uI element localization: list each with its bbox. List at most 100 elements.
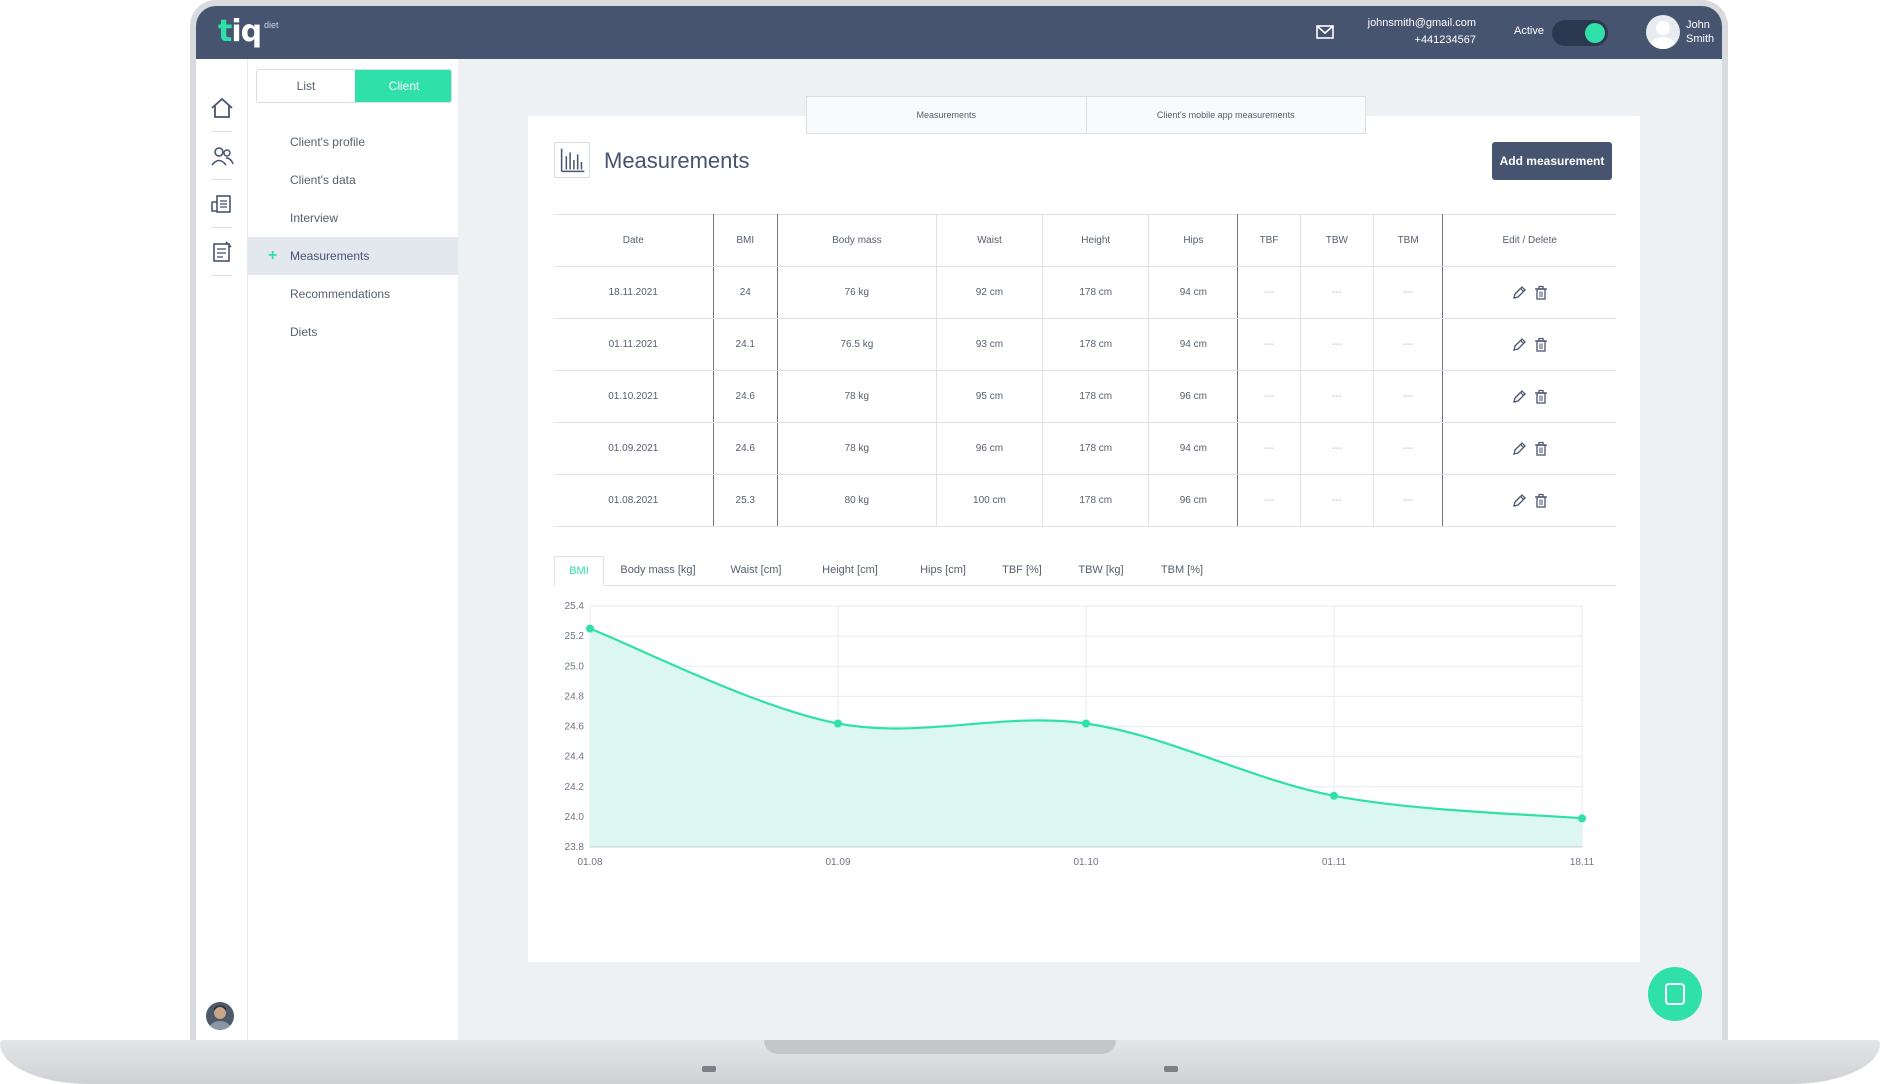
table-cell: --- xyxy=(1372,474,1444,527)
table-cell: --- xyxy=(1372,318,1444,371)
column-header[interactable]: Date xyxy=(554,214,714,267)
rail-user-avatar[interactable] xyxy=(206,1002,234,1030)
table-cell: 94 cm xyxy=(1148,318,1239,371)
app-screen: tiq diet johnsmith@gmail.com +441234567 … xyxy=(196,6,1722,1041)
mail-icon[interactable] xyxy=(1314,21,1336,43)
user-name[interactable]: John Smith xyxy=(1686,19,1715,45)
table-cell: 178 cm xyxy=(1042,370,1149,423)
chart-point xyxy=(1330,791,1338,800)
edit-icon[interactable] xyxy=(1511,441,1527,457)
delete-icon[interactable] xyxy=(1533,337,1549,353)
bmi-chart: 25.4 25.2 25.0 24.8 24.6 24.4 24.2 24.0 23.8 01.0… xyxy=(565,601,1595,868)
chart-tab-hips[interactable]: Hips [cm] xyxy=(920,564,966,576)
menu-item-recommendations[interactable]: Recommendations xyxy=(290,287,391,301)
column-header[interactable]: TBM xyxy=(1372,214,1444,267)
table-cell: --- xyxy=(1372,370,1444,423)
rail-separator xyxy=(212,179,232,180)
table-header-row: Date BMI Body mass Waist Height Hips TBF… xyxy=(554,214,1616,267)
logo-subtitle: diet xyxy=(264,20,279,30)
tab-mobile-app-measurements[interactable]: Client's mobile app measurements xyxy=(1085,97,1366,133)
client-tab[interactable]: Client xyxy=(355,70,451,102)
table-cell: 24.6 xyxy=(712,422,778,475)
table-row: 01.11.2021 24.1 76.5 kg 93 cm 178 cm 94 cm ---… xyxy=(554,318,1616,371)
list-tab[interactable]: List xyxy=(257,70,355,102)
column-header[interactable]: Body mass xyxy=(776,214,937,267)
table-cell: --- xyxy=(1237,266,1301,319)
icon-rail xyxy=(196,59,248,1041)
menu-item-clients-profile[interactable]: Client's profile xyxy=(290,135,365,149)
x-tick-label: 01.11 xyxy=(1322,857,1347,868)
active-toggle[interactable] xyxy=(1552,20,1608,46)
clients-icon[interactable] xyxy=(209,143,235,169)
laptop-foot xyxy=(702,1066,716,1072)
menu-item-clients-data[interactable]: Client's data xyxy=(290,173,356,187)
table-cell: 76.5 kg xyxy=(776,318,937,371)
table-cell: 178 cm xyxy=(1042,318,1149,371)
chart-tab-tbf[interactable]: TBF [%] xyxy=(1002,564,1042,576)
contact-email: johnsmith@gmail.com xyxy=(1367,17,1476,29)
menu-item-diets[interactable]: Diets xyxy=(290,325,318,339)
table-cell: 96 cm xyxy=(1148,370,1239,423)
tiq-logo[interactable]: tiq xyxy=(218,14,262,49)
chart-tab-tbw[interactable]: TBW [kg] xyxy=(1078,564,1124,576)
avatar-person-icon xyxy=(209,1005,231,1030)
delete-icon[interactable] xyxy=(1533,441,1549,457)
home-icon[interactable] xyxy=(209,95,235,121)
table-cell: 96 cm xyxy=(1148,474,1239,527)
measurements-card: Measurements Add measurement Date BMI Bo… xyxy=(528,116,1640,962)
table-cell: 178 cm xyxy=(1042,422,1149,475)
menu-item-measurements[interactable]: + Measurements xyxy=(248,237,458,275)
menu-item-interview[interactable]: Interview xyxy=(290,211,339,225)
top-bar: tiq diet johnsmith@gmail.com +441234567 … xyxy=(196,6,1722,59)
add-measurement-button[interactable]: Add measurement xyxy=(1492,142,1612,180)
chart-tab-bmi[interactable]: BMI xyxy=(554,556,604,586)
row-actions xyxy=(1442,422,1616,475)
table-row: 01.10.2021 24.6 78 kg 95 cm 178 cm 96 cm --- --… xyxy=(554,370,1616,423)
chat-button[interactable] xyxy=(1648,967,1702,1021)
y-tick-label: 25.0 xyxy=(565,661,585,672)
y-tick-label: 23.8 xyxy=(565,842,585,853)
chart-tab-body-mass[interactable]: Body mass [kg] xyxy=(620,564,696,576)
column-header[interactable]: TBF xyxy=(1237,214,1301,267)
y-tick-label: 25.4 xyxy=(565,601,585,612)
measurement-source-tabs: Measurements Client's mobile app measure… xyxy=(806,96,1366,134)
table-row: 18.11.2021 24 76 kg 92 cm 178 cm 94 cm --- --- -… xyxy=(554,266,1616,319)
tab-measurements[interactable]: Measurements xyxy=(916,110,977,120)
column-header[interactable]: BMI xyxy=(712,214,778,267)
column-header[interactable]: Hips xyxy=(1148,214,1239,267)
active-label: Active xyxy=(1514,25,1544,37)
table-row: 01.09.2021 24.6 78 kg 96 cm 178 cm 94 cm --- --… xyxy=(554,422,1616,475)
chart-tab-waist[interactable]: Waist [cm] xyxy=(730,564,782,576)
table-cell: --- xyxy=(1237,422,1301,475)
table-cell: --- xyxy=(1237,318,1301,371)
table-cell: --- xyxy=(1299,370,1374,423)
edit-icon[interactable] xyxy=(1511,389,1527,405)
table-cell: --- xyxy=(1299,422,1374,475)
table-cell: --- xyxy=(1299,266,1374,319)
row-actions xyxy=(1442,266,1616,319)
laptop-notch xyxy=(764,1040,1116,1054)
table-cell: 01.09.2021 xyxy=(554,422,714,475)
table-cell: 01.11.2021 xyxy=(554,318,714,371)
table-cell: --- xyxy=(1237,370,1301,423)
edit-icon[interactable] xyxy=(1511,493,1527,509)
chart-tab-tbm[interactable]: TBM [%] xyxy=(1160,564,1204,576)
edit-icon[interactable] xyxy=(1511,285,1527,301)
edit-icon[interactable] xyxy=(1511,337,1527,353)
chart-point xyxy=(1082,719,1090,728)
delete-icon[interactable] xyxy=(1533,285,1549,301)
column-header[interactable]: Height xyxy=(1042,214,1149,267)
contact-phone: +441234567 xyxy=(1414,34,1476,46)
y-tick-label: 25.2 xyxy=(565,631,585,642)
table-cell: 95 cm xyxy=(935,370,1043,423)
column-header[interactable]: Waist xyxy=(935,214,1043,267)
notes-icon[interactable] xyxy=(209,239,235,265)
column-header[interactable]: TBW xyxy=(1299,214,1374,267)
documents-icon[interactable] xyxy=(209,191,235,217)
user-avatar[interactable] xyxy=(1646,15,1680,49)
table-cell: 25.3 xyxy=(712,474,778,527)
chart-tab-height[interactable]: Height [cm] xyxy=(822,564,878,576)
delete-icon[interactable] xyxy=(1533,389,1549,405)
delete-icon[interactable] xyxy=(1533,493,1549,509)
table-cell: 178 cm xyxy=(1042,474,1149,527)
